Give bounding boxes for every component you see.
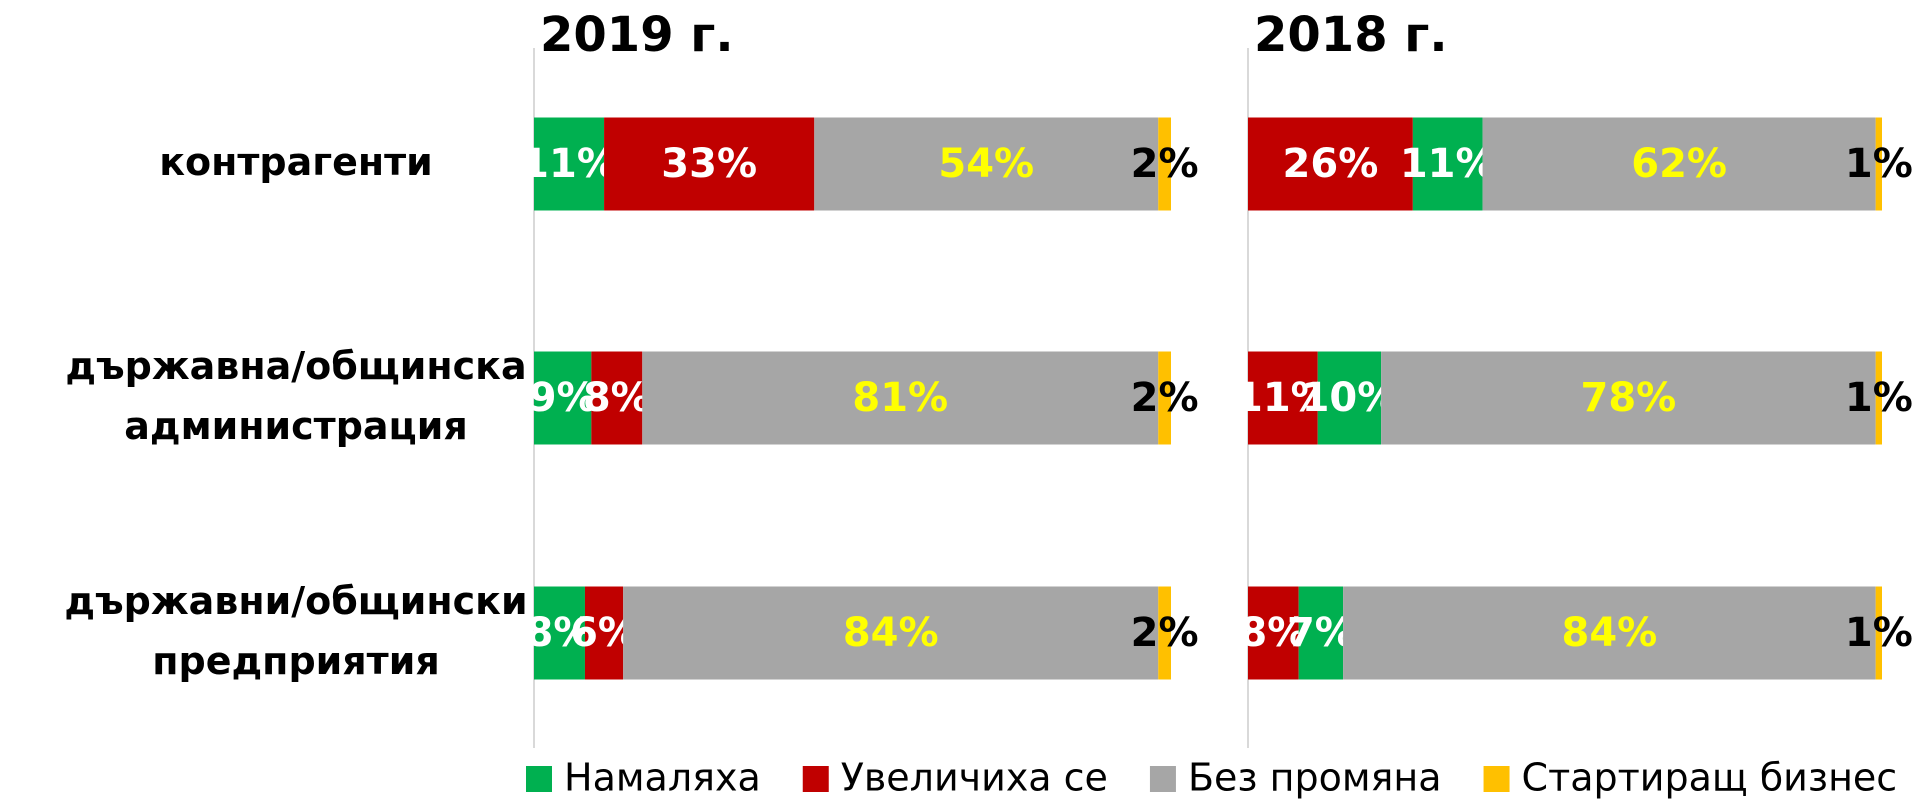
legend-swatch bbox=[802, 766, 829, 792]
value-label: 11% bbox=[521, 141, 617, 187]
value-label: 1% bbox=[1845, 141, 1913, 187]
category-label: контрагенти bbox=[159, 140, 433, 184]
value-label: 54% bbox=[938, 141, 1034, 187]
legend-label: Увеличиха се bbox=[841, 756, 1108, 800]
bar-segment: Без промяна bbox=[814, 117, 1159, 211]
bar-segment: Без промяна bbox=[642, 351, 1159, 445]
value-label: 81% bbox=[852, 375, 948, 421]
value-label: 11% bbox=[1400, 141, 1496, 187]
bar-segment: Увеличиха се bbox=[584, 586, 624, 680]
bar-segment: Увеличиха се bbox=[1248, 586, 1299, 680]
value-label: 11% bbox=[1235, 375, 1331, 421]
category-label: държавни/общински предприятия bbox=[64, 579, 527, 683]
bar-segment: Увеличиха се bbox=[1248, 351, 1318, 445]
legend-label: Без промяна bbox=[1188, 756, 1442, 800]
value-label: 1% bbox=[1845, 375, 1913, 421]
value-label: 84% bbox=[1562, 610, 1658, 656]
value-label: 1% bbox=[1845, 610, 1913, 656]
bar-segment: Увеличиха се bbox=[591, 351, 643, 445]
value-label: 78% bbox=[1581, 375, 1677, 421]
legend-swatch bbox=[526, 766, 552, 792]
bar-segment: Стартиращ бизнес bbox=[1875, 117, 1882, 211]
value-label: 33% bbox=[661, 141, 757, 187]
bar-segment: Без промяна bbox=[1482, 117, 1876, 211]
value-label: 2% bbox=[1131, 375, 1199, 421]
bar-segment: Намаляха bbox=[534, 117, 605, 211]
value-label: 2% bbox=[1131, 610, 1199, 656]
legend-label: Стартиращ бизнес bbox=[1522, 756, 1898, 800]
bar-segment: Намаляха bbox=[534, 351, 592, 445]
bar-segment: Стартиращ бизнес bbox=[1875, 351, 1882, 445]
bar-segment: Стартиращ бизнес bbox=[1158, 117, 1171, 211]
legend-swatch bbox=[1483, 766, 1510, 792]
bar-segment: Без промяна bbox=[623, 586, 1159, 680]
bar-segment: Увеличиха се bbox=[1248, 117, 1413, 211]
value-label: 8% bbox=[1239, 610, 1307, 656]
legend-swatch bbox=[1149, 766, 1176, 792]
value-label: 8% bbox=[583, 375, 651, 421]
value-label: 62% bbox=[1631, 141, 1727, 187]
bar-segment: Намаляха bbox=[1412, 117, 1483, 211]
value-label: 26% bbox=[1283, 141, 1379, 187]
bar-segment: Без промяна bbox=[1343, 586, 1876, 680]
category-label: държавна/общинска администрация bbox=[65, 344, 526, 448]
bar-segment: Увеличиха се bbox=[604, 117, 815, 211]
value-label: 2% bbox=[1131, 141, 1199, 187]
bar-segment: Без промяна bbox=[1381, 351, 1876, 445]
bar-segment: Стартиращ бизнес bbox=[1158, 586, 1171, 680]
bar-segment: Намаляха bbox=[1317, 351, 1382, 445]
bar-segment: Стартиращ бизнес bbox=[1158, 351, 1171, 445]
value-label: 84% bbox=[843, 610, 939, 656]
bar-segment: Намаляха bbox=[1298, 586, 1344, 680]
panel-title: 2018 г. bbox=[1254, 7, 1448, 63]
bar-segment: Намаляха bbox=[534, 586, 585, 680]
value-label: 8% bbox=[526, 610, 594, 656]
panel-title: 2019 г. bbox=[540, 7, 734, 63]
value-label: 9% bbox=[529, 375, 597, 421]
legend-label: Намаляха bbox=[564, 756, 761, 800]
bar-segment: Стартиращ бизнес bbox=[1875, 586, 1882, 680]
